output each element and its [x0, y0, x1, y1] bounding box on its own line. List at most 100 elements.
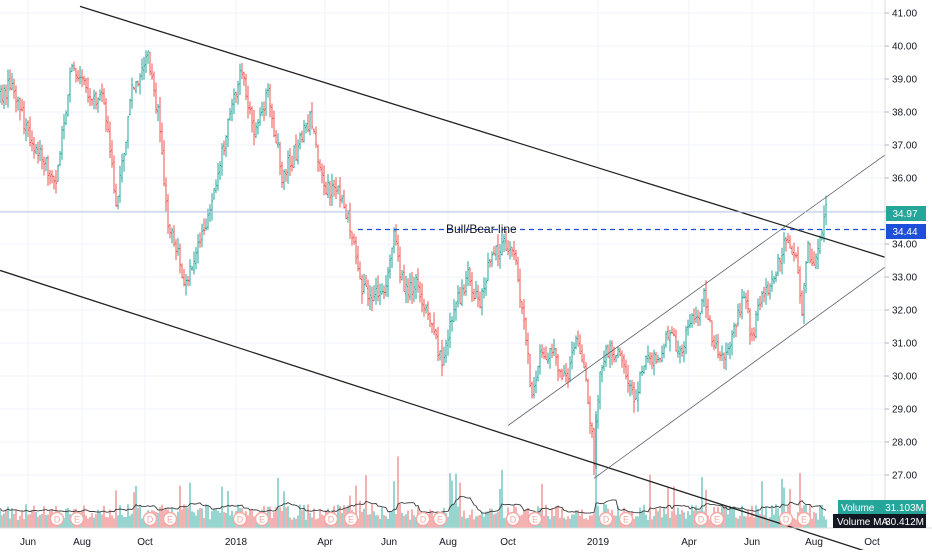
price-bar: [451, 316, 453, 332]
price-bar: [773, 276, 775, 285]
volume-bar: [687, 511, 689, 528]
price-bar: [95, 91, 97, 110]
trend-lines[interactable]: [0, 5, 886, 555]
dividend-marker[interactable]: D: [598, 511, 614, 527]
volume-bar: [541, 483, 543, 528]
price-bar: [465, 270, 467, 296]
volume-bar: [741, 505, 743, 528]
price-bar: [389, 254, 391, 279]
price-bar: [65, 110, 67, 126]
price-bar: [329, 181, 331, 206]
price-bar: [423, 298, 425, 317]
dividend-marker[interactable]: D: [693, 511, 709, 527]
price-bar: [79, 66, 81, 85]
trendline-channel-bottom[interactable]: [593, 266, 886, 479]
volume-bar: [373, 511, 375, 528]
earnings-marker[interactable]: E: [162, 511, 178, 527]
price-bar: [661, 345, 663, 363]
price-tick-label: 41.00: [892, 9, 917, 20]
price-bar: [717, 333, 719, 359]
volume-bar: [337, 504, 339, 528]
price-bar: [403, 264, 405, 292]
volume-bar: [291, 519, 293, 528]
earnings-marker[interactable]: E: [432, 511, 448, 527]
volume-bar: [731, 507, 733, 528]
volume-bar: [119, 505, 121, 528]
volume-bar: [447, 516, 449, 528]
svg-text:E: E: [623, 515, 629, 525]
price-bar: [363, 273, 365, 294]
price-bar: [641, 365, 643, 376]
price-bar: [781, 247, 783, 275]
price-bar: [139, 73, 141, 95]
price-bar: [185, 274, 187, 296]
earnings-marker[interactable]: E: [527, 511, 543, 527]
volume-bar: [413, 515, 415, 528]
price-bar: [469, 267, 471, 287]
price-bar: [625, 359, 627, 380]
volume-bar: [87, 518, 89, 528]
price-bar: [509, 241, 511, 260]
earnings-marker[interactable]: E: [618, 511, 634, 527]
price-bar: [25, 118, 27, 142]
volume-bar: [9, 518, 11, 528]
price-tick-label: 32.00: [892, 306, 917, 317]
volume-bar: [811, 518, 813, 528]
price-bar: [153, 71, 155, 97]
earnings-dividend-markers[interactable]: D D D D D D D D DE E E E E E E E E: [49, 511, 812, 527]
volume-bar: [633, 518, 635, 528]
time-axis[interactable]: Jun Aug Oct 2018 Apr Jun Aug Oct 2019 Apr Jun Aug Oc…: [0, 527, 932, 548]
price-bar: [203, 218, 205, 236]
price-bar: [513, 240, 515, 261]
price-bar: [317, 144, 319, 172]
price-bar: [443, 346, 445, 366]
earnings-marker[interactable]: E: [69, 511, 85, 527]
volume-bar: [673, 486, 675, 528]
volume-bar: [27, 514, 29, 528]
volume-bar: [279, 507, 281, 528]
volume-bar: [487, 511, 489, 528]
earnings-marker[interactable]: E: [796, 511, 812, 527]
volume-bar: [733, 507, 735, 528]
volume-bar: [707, 515, 709, 528]
price-bar: [63, 114, 65, 140]
svg-text:E: E: [532, 515, 538, 525]
volume-bar: [85, 515, 87, 528]
price-bar: [693, 308, 695, 325]
volume-bar: [661, 517, 663, 528]
volume-bar: [309, 513, 311, 528]
dividend-marker[interactable]: D: [142, 511, 158, 527]
volume-bar: [223, 512, 225, 528]
dividend-marker[interactable]: D: [323, 511, 339, 527]
price-bar: [475, 280, 477, 300]
volume-bar: [475, 516, 477, 528]
price-bar: [689, 314, 691, 329]
dividend-marker[interactable]: D: [505, 511, 521, 527]
time-tick-label: 2018: [225, 537, 248, 548]
price-bar: [307, 114, 309, 133]
price-bar: [169, 224, 171, 239]
volume-bar: [217, 510, 219, 528]
volume-bar: [203, 517, 205, 528]
volume-bar: [825, 519, 827, 528]
earnings-marker[interactable]: E: [343, 511, 359, 527]
earnings-marker[interactable]: E: [709, 511, 725, 527]
earnings-marker[interactable]: E: [254, 511, 270, 527]
price-axis[interactable]: 27.00 28.00 29.00 30.00 31.00 32.00 33.00 34.00…: [884, 0, 917, 528]
price-bar: [597, 395, 599, 429]
volume-bar: [521, 514, 523, 528]
dividend-marker[interactable]: D: [49, 511, 65, 527]
last-price-label: 34.97: [892, 209, 917, 220]
price-bar: [703, 288, 705, 308]
trendline-channel-top[interactable]: [507, 154, 886, 426]
dividend-marker[interactable]: D: [232, 511, 248, 527]
volume-bar: [349, 495, 351, 528]
price-bar: [561, 368, 563, 381]
price-bar: [775, 271, 777, 283]
dividend-marker[interactable]: D: [415, 511, 431, 527]
trendline-lower-descending[interactable]: [0, 269, 885, 555]
trendline-upper-descending[interactable]: [79, 5, 886, 258]
dividend-marker[interactable]: D: [778, 511, 794, 527]
